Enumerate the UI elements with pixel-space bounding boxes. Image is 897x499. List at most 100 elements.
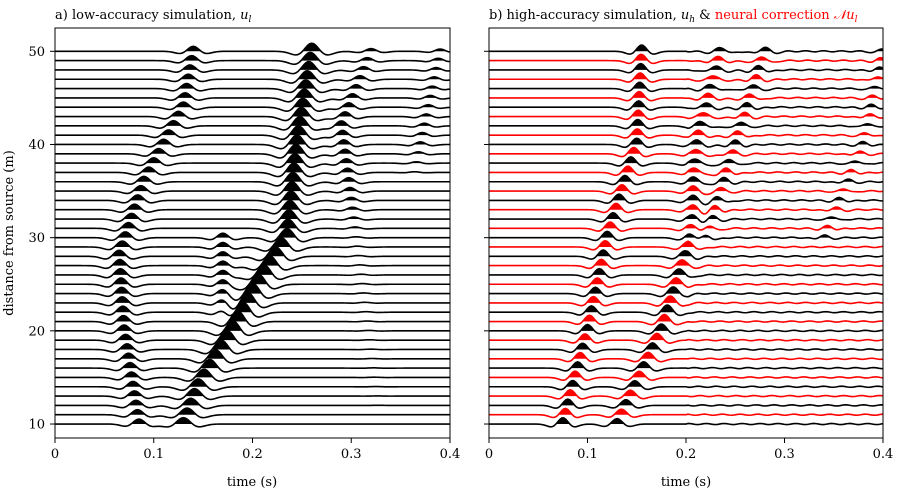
- trace-46: [55, 79, 451, 94]
- trace-fill-34: [55, 191, 450, 201]
- panel-a-frame: [54, 27, 451, 439]
- trace-43: [55, 106, 451, 122]
- y-tick-label: 10: [28, 418, 45, 433]
- y-tick-label: 40: [28, 138, 45, 153]
- trace-fill-20: [489, 324, 883, 331]
- panel-a: a) low-accuracy simulation, ul 0 0.1 0.2 0.…: [2, 8, 460, 490]
- trace-17: [55, 348, 450, 364]
- trace-fill-11: [489, 408, 883, 415]
- trace-18: [55, 339, 450, 355]
- trace-fill-17: [489, 352, 883, 359]
- x-tick-label: 0: [485, 447, 493, 462]
- x-tick-label: 0.4: [873, 447, 894, 462]
- trace-39: [55, 143, 450, 159]
- trace-fill-46: [489, 82, 883, 89]
- panel-a-title: a) low-accuracy simulation, ul: [55, 8, 252, 25]
- trace-47: [489, 72, 884, 83]
- trace-23: [55, 291, 450, 310]
- trace-44: [489, 100, 884, 111]
- trace-fill-36: [55, 172, 450, 182]
- trace-fill-37: [489, 166, 883, 173]
- trace-36: [489, 174, 884, 186]
- trace-17: [489, 351, 884, 363]
- trace-34: [489, 193, 884, 206]
- trace-fill-35: [489, 184, 883, 192]
- trace-23: [489, 295, 884, 307]
- trace-21: [55, 310, 450, 327]
- trace-46: [489, 81, 884, 93]
- trace-22: [489, 304, 884, 317]
- trace-26: [55, 264, 450, 281]
- trace-27: [55, 255, 450, 271]
- trace-15: [489, 370, 884, 382]
- trace-fill-43: [55, 107, 450, 117]
- trace-fill-10: [489, 417, 883, 425]
- trace-12: [55, 397, 450, 410]
- trace-49: [55, 51, 451, 66]
- trace-fill-36: [489, 175, 883, 182]
- trace-fill-33: [55, 200, 450, 210]
- trace-41: [55, 125, 451, 141]
- trace-fill-24: [55, 283, 450, 294]
- trace-fill-47: [489, 73, 883, 80]
- trace-24: [489, 286, 884, 298]
- trace-fill-41: [55, 125, 450, 136]
- trace-fill-44: [489, 100, 883, 108]
- trace-10: [55, 416, 450, 428]
- trace-32: [489, 211, 884, 224]
- trace-43: [489, 109, 884, 121]
- trace-fill-19: [489, 333, 883, 341]
- trace-19: [489, 332, 884, 344]
- y-tick-label: 30: [28, 231, 45, 246]
- trace-fill-47: [55, 70, 450, 80]
- trace-49: [489, 53, 884, 65]
- x-tick-label: 0.1: [577, 447, 598, 462]
- trace-16: [55, 358, 450, 373]
- trace-fill-35: [55, 181, 450, 192]
- trace-34: [55, 190, 450, 206]
- trace-12: [489, 398, 884, 410]
- trace-18: [489, 342, 884, 354]
- trace-20: [489, 323, 884, 335]
- traces-a: [55, 42, 451, 428]
- trace-fill-44: [55, 98, 450, 108]
- trace-fill-13: [55, 388, 450, 397]
- trace-fill-28: [489, 250, 883, 257]
- trace-fill-43: [489, 110, 883, 117]
- trace-fill-39: [55, 144, 450, 154]
- trace-14: [489, 379, 884, 391]
- trace-48: [55, 60, 451, 75]
- y-axis-label: distance from source (m): [2, 150, 17, 316]
- panel-b-title: b) high-accuracy simulation, uh & neural…: [489, 8, 858, 25]
- trace-fill-48: [55, 61, 450, 70]
- panel-b: b) high-accuracy simulation, uh & neural…: [484, 8, 893, 490]
- x-tick-label: 0.3: [774, 447, 795, 462]
- trace-31: [55, 218, 450, 234]
- trace-11: [489, 407, 884, 419]
- x-axis-label-b: time (s): [661, 475, 711, 490]
- trace-42: [489, 118, 884, 130]
- x-tick-label: 0: [51, 447, 59, 462]
- trace-40: [55, 134, 451, 150]
- trace-50: [55, 42, 451, 56]
- trace-fill-13: [489, 389, 883, 397]
- trace-44: [55, 97, 451, 112]
- trace-26: [489, 267, 884, 279]
- trace-25: [55, 273, 450, 291]
- trace-48: [489, 62, 884, 74]
- trace-22: [55, 301, 450, 318]
- trace-28: [55, 246, 450, 262]
- trace-fill-38: [55, 153, 450, 164]
- trace-29: [489, 239, 884, 251]
- trace-19: [55, 329, 450, 346]
- trace-41: [489, 128, 884, 139]
- trace-38: [55, 153, 450, 169]
- trace-37: [55, 162, 450, 178]
- trace-20: [55, 319, 450, 337]
- x-axis-a: 0 0.1 0.2 0.3 0.4: [51, 438, 460, 462]
- trace-fill-22: [489, 305, 883, 313]
- trace-21: [489, 313, 884, 326]
- trace-39: [489, 146, 884, 158]
- trace-10: [489, 417, 884, 428]
